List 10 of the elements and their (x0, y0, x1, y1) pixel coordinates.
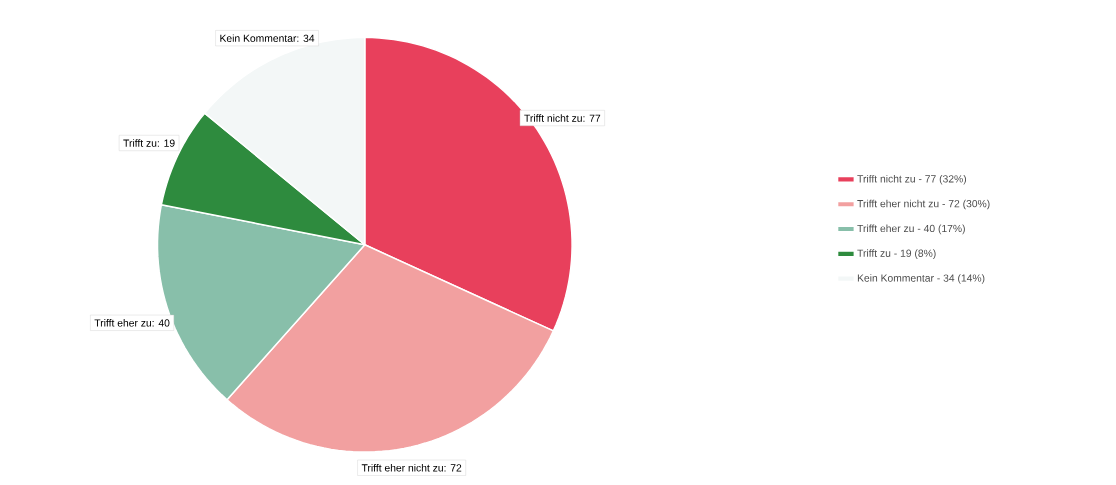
data-label: Kein Kommentar: 34 (220, 34, 315, 43)
legend-label: Kein Kommentar - 34 (14%) (857, 274, 985, 284)
legend-label: Trifft nicht zu - 77 (32%) (857, 175, 967, 185)
legend-label: Trifft eher zu - 40 (17%) (857, 224, 965, 235)
data-label: Trifft eher zu: 40 (94, 319, 170, 327)
data-label: Trifft eher nicht zu: 72 (361, 464, 462, 472)
data-label: Trifft nicht zu: 77 (524, 114, 601, 123)
legend-label: Trifft zu - 19 (8%) (857, 249, 936, 260)
legend-label: Trifft eher nicht zu - 72 (30%) (857, 199, 990, 210)
data-label: Trifft zu: 19 (123, 139, 175, 147)
